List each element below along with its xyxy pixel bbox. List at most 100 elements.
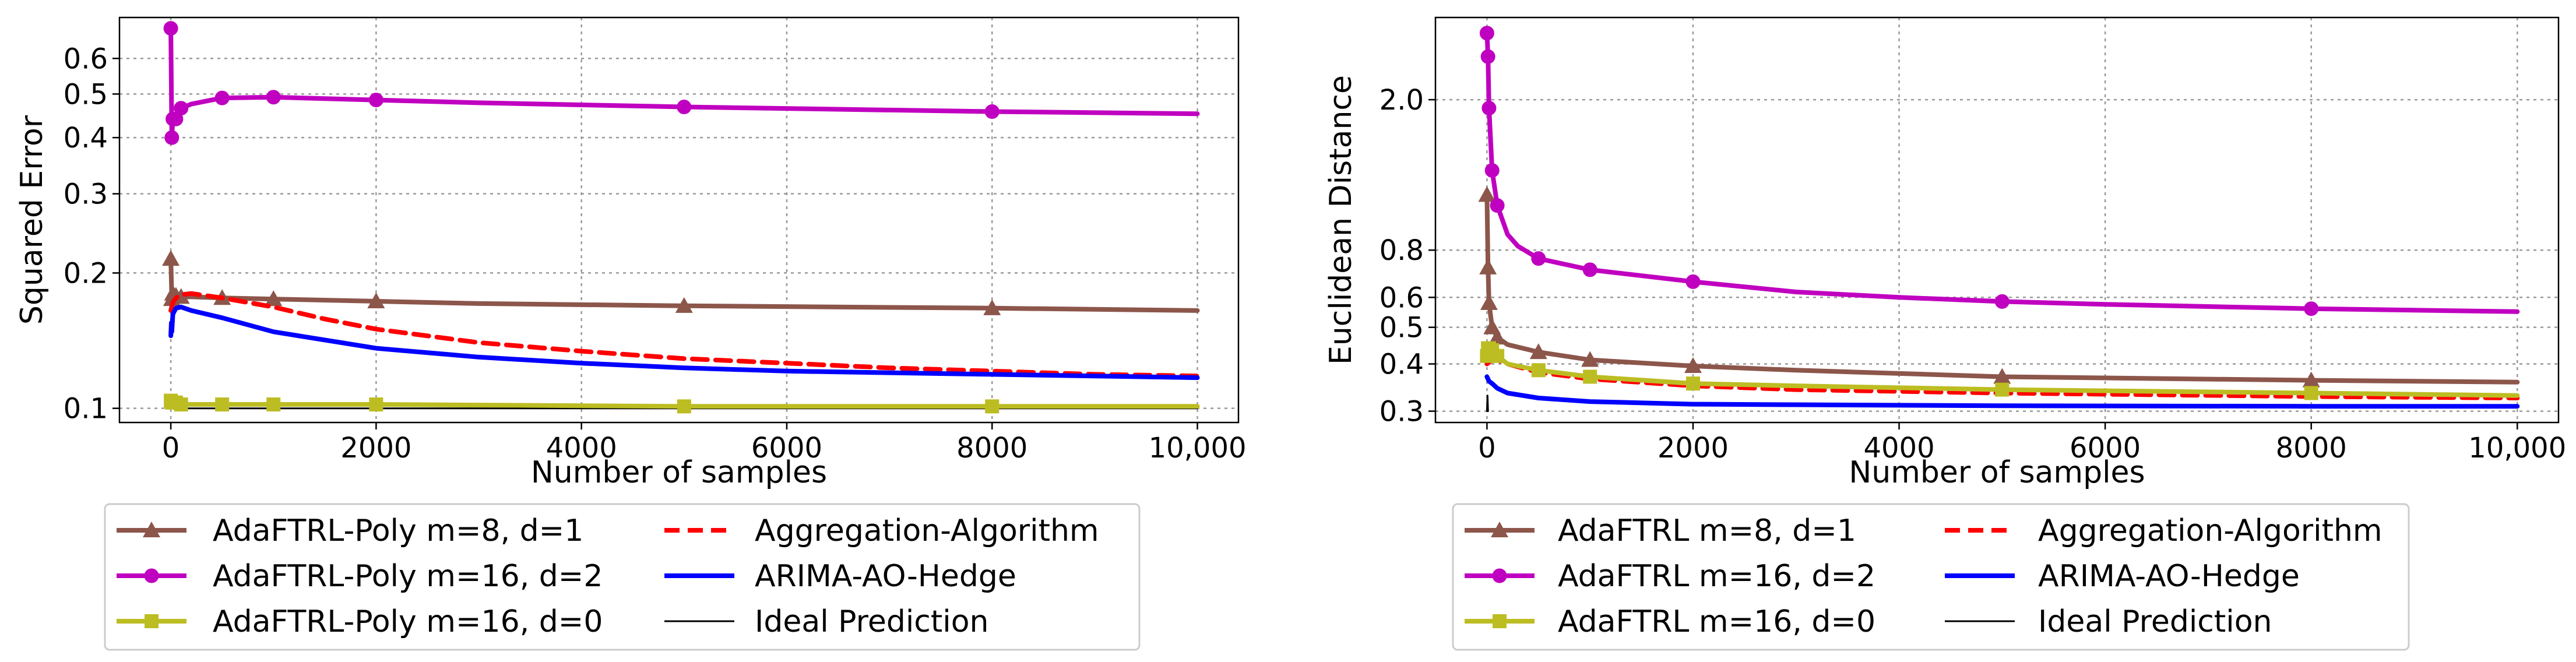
chart2-series-2-marker [1994, 294, 2010, 309]
chart2-series-3-marker [1685, 376, 1700, 391]
chart2-x-tick-label: 0 [1478, 432, 1496, 464]
chart2-legend-label-1: AdaFTRL m=8, d=1 [1558, 513, 1856, 548]
chart1-plot-area [162, 21, 1200, 414]
chart1-series-3-marker [985, 399, 1000, 414]
chart2: 0 2000 4000 6000 8000 10,000 0.3 0.4 0.50.6 0.8 2.… [1324, 16, 2566, 651]
chart2-plot-area [1478, 26, 2520, 413]
chart2-y-tick-label: 0.5 [1380, 312, 1424, 344]
chart2-series-1-line [1484, 192, 2520, 385]
chart2-x-tick-label: 8000 [2276, 432, 2347, 464]
chart2-series-3-marker [1490, 348, 1505, 363]
chart2-series-3-marker [1995, 382, 2010, 397]
chart1-series-4-line [168, 291, 1200, 379]
chart1-series-2-marker [266, 90, 281, 105]
chart1-y-axis-label: Squared Error [15, 115, 50, 325]
chart2-x-tick-label: 10,000 [2468, 432, 2566, 464]
chart2-legend-label-6: Ideal Prediction [2038, 604, 2272, 639]
chart2-series-2-marker [2304, 301, 2319, 316]
chart2-y-tick-label: 2.0 [1380, 84, 1424, 117]
chart1-series-3-marker [369, 397, 383, 412]
chart2-x-tick-label: 6000 [2070, 432, 2141, 464]
chart2-series-3-marker [2304, 386, 2318, 400]
chart1: 0 2000 4000 6000 8000 10,000 0.1 0.2 0.3 0.4 0.50.… [15, 16, 1247, 651]
chart2-y-tick-label: 0.8 [1380, 234, 1424, 267]
chart1-series-2-marker [984, 104, 1000, 119]
chart2-y-tick-label: 0.6 [1380, 281, 1424, 314]
chart2-series-6-line [1486, 395, 1489, 413]
chart2-legend-label-3: AdaFTRL m=16, d=0 [1558, 604, 1875, 639]
chart1-legend-box [104, 503, 1141, 651]
chart1-y-tick-label: 0.5 [64, 78, 108, 111]
chart1-legend-label-6: Ideal Prediction [755, 604, 989, 639]
chart2-series-5-line [1484, 374, 2520, 409]
chart2-series-1-marker [1478, 186, 1496, 202]
chart1-x-tick-label: 6000 [751, 432, 822, 464]
chart2-series-2-marker [1582, 262, 1597, 277]
chart2-x-tick-label: 4000 [1863, 432, 1934, 464]
chart1-y-tick-label: 0.1 [64, 393, 108, 425]
chart1-legend-marker-1 [143, 522, 160, 537]
chart2-series-2-marker [1484, 163, 1500, 178]
chart1-legend-label-3: AdaFTRL-Poly m=16, d=0 [213, 604, 603, 639]
chart1-series-2-marker [174, 101, 189, 116]
chart2-series-1-marker [1529, 343, 1547, 360]
chart2-series-2-line [1484, 30, 2520, 314]
chart2-series-1-marker [1479, 258, 1497, 274]
chart2-series-2-marker [1481, 101, 1497, 116]
chart2-legend-label-4: Aggregation-Algorithm [2038, 513, 2383, 548]
chart1-series-2-line [168, 26, 1200, 140]
chart1-series-2-marker [368, 93, 383, 108]
chart2-y-axis-label: Euclidean Distance [1324, 75, 1359, 365]
chart2-legend-marker-2 [1492, 568, 1507, 583]
chart2-legend-label-2: AdaFTRL m=16, d=2 [1558, 559, 1875, 594]
chart1-series-3-marker [215, 397, 230, 412]
chart1-legend-marker-3 [145, 614, 159, 628]
chart1-series-2-marker [163, 21, 178, 36]
chart2-legend-marker-1 [1491, 522, 1508, 537]
chart1-x-tick-label: 8000 [956, 432, 1027, 464]
chart1-x-tick-label: 4000 [546, 432, 617, 464]
chart1-series-3-marker [677, 399, 691, 414]
chart2-legend-box [1452, 503, 2410, 651]
chart1-y-tick-label: 0.4 [64, 122, 108, 154]
chart1-legend-label-4: Aggregation-Algorithm [755, 513, 1099, 548]
chart1-legend-label-1: AdaFTRL-Poly m=8, d=1 [213, 513, 583, 548]
chart1-legend-marker-2 [144, 568, 159, 583]
chart1-y-tick-label: 0.6 [64, 43, 108, 75]
chart1-series-3-marker [174, 397, 188, 412]
chart2-series-1-marker [1480, 294, 1498, 310]
chart1-x-tick-label: 10,000 [1149, 432, 1247, 464]
chart2-legend: AdaFTRL m=8, d=1 AdaFTRL m=16, d=2 AdaFTRL… [1452, 503, 2410, 651]
chart1-series-1-marker [675, 297, 693, 313]
chart2-axes-frame [1434, 16, 2560, 424]
chart1-x-tick-label: 2000 [340, 432, 411, 464]
chart1-series-2-marker [164, 130, 180, 145]
chart2-y-tick-label: 0.3 [1380, 396, 1424, 428]
chart2-series-2-marker [1479, 26, 1494, 41]
chart2-series-2-marker [1531, 251, 1546, 266]
chart1-legend-label-5: ARIMA-AO-Hedge [755, 559, 1016, 594]
chart1-series-5-line [168, 304, 1200, 381]
chart1-x-axis-label: Number of samples [531, 455, 827, 490]
chart2-series-3-marker [1583, 369, 1597, 384]
chart2-series-1-marker [1488, 329, 1507, 345]
chart1-series-1-marker [983, 299, 1001, 315]
chart2-y-tick-label: 0.4 [1380, 348, 1424, 381]
chart2-legend-marker-3 [1493, 614, 1507, 628]
chart2-series-2-marker [1480, 49, 1495, 64]
chart2-series-2-marker [1490, 198, 1505, 213]
chart1-series-2-marker [214, 90, 230, 105]
chart1-x-tick-label: 0 [162, 432, 180, 464]
chart1-legend-label-2: AdaFTRL-Poly m=16, d=2 [213, 559, 603, 594]
chart2-series-1-marker [1684, 357, 1702, 374]
chart1-series-3-marker [266, 397, 281, 412]
chart1-legend: AdaFTRL-Poly m=8, d=1 AdaFTRL-Poly m=16, … [104, 503, 1141, 651]
chart1-series-2-marker [677, 100, 692, 115]
chart2-series-1-marker [2302, 371, 2320, 388]
chart2-x-tick-label: 2000 [1657, 432, 1729, 464]
chart1-axes-frame [118, 16, 1240, 424]
chart2-series-3-marker [1531, 363, 1546, 378]
chart1-series-1-marker [367, 293, 385, 309]
chart2-series-2-marker [1685, 274, 1701, 289]
